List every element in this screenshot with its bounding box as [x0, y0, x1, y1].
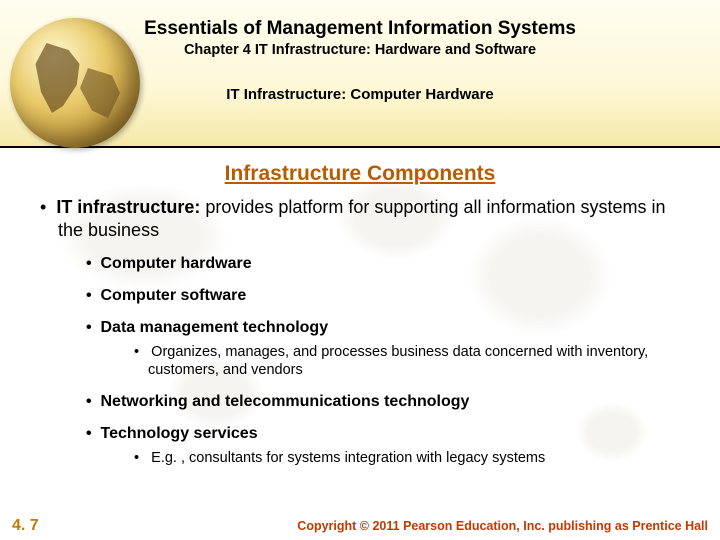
copyright-text: Copyright © 2011 Pearson Education, Inc.…	[297, 519, 708, 533]
bullet-text: E.g. , consultants for systems integrati…	[151, 450, 545, 466]
bullet-text: Computer software	[101, 287, 247, 304]
bullet-level2: • Computer software	[102, 287, 690, 305]
slide: Essentials of Management Information Sys…	[0, 0, 720, 540]
bullet-text: Organizes, manages, and processes busine…	[148, 344, 648, 378]
bullet-lead: IT infrastructure:	[56, 197, 200, 217]
bullet-text: Technology services	[101, 425, 258, 442]
page-number: 4. 7	[12, 517, 39, 535]
globe-icon	[10, 18, 140, 148]
bullet-text: Networking and telecommunications techno…	[101, 393, 470, 410]
bullet-level2: • Networking and telecommunications tech…	[102, 393, 690, 411]
content-area: Infrastructure Components • IT infrastru…	[0, 148, 720, 467]
slide-header: Essentials of Management Information Sys…	[0, 0, 720, 148]
bullet-level2: • Computer hardware	[102, 255, 690, 273]
bullet-level1: • IT infrastructure: provides platform f…	[58, 196, 690, 241]
bullet-text: Data management technology	[101, 319, 329, 336]
slide-footer: 4. 7 Copyright © 2011 Pearson Education,…	[0, 512, 720, 540]
bullet-level2: • Data management technology	[102, 319, 690, 337]
bullet-level3: • E.g. , consultants for systems integra…	[148, 449, 690, 467]
bullet-level2: • Technology services	[102, 425, 690, 443]
bullet-level3: • Organizes, manages, and processes busi…	[148, 343, 690, 379]
bullet-text: Computer hardware	[101, 255, 252, 272]
topic-heading: Infrastructure Components	[30, 162, 690, 186]
